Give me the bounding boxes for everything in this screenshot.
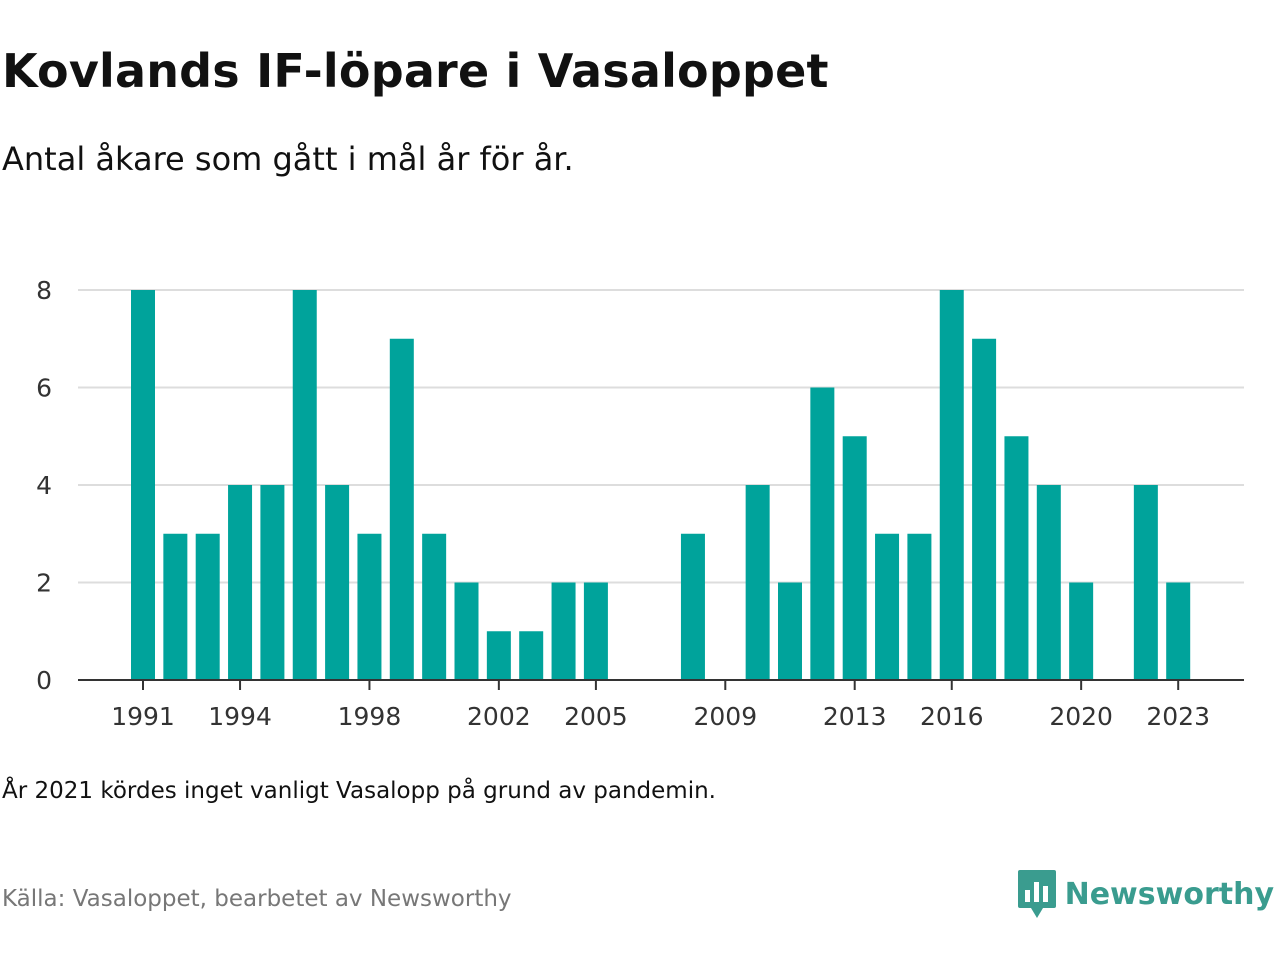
bar — [486, 631, 511, 680]
bar — [583, 582, 608, 680]
x-tick-label: 1994 — [208, 702, 272, 731]
bar — [842, 436, 867, 680]
bar — [422, 533, 447, 680]
footnote: År 2021 kördes inget vanligt Vasalopp på… — [2, 778, 716, 804]
source-text: Källa: Vasaloppet, bearbetet av Newswort… — [2, 886, 512, 912]
bar — [519, 631, 544, 680]
bar — [325, 485, 350, 680]
y-tick-label: 6 — [36, 374, 52, 403]
bar — [810, 387, 835, 680]
bar — [1133, 485, 1158, 680]
bar — [939, 290, 964, 680]
newsworthy-logo-text: Newsworthy — [1064, 876, 1274, 912]
x-tick-label: 2023 — [1146, 702, 1210, 731]
x-tick-label: 2005 — [564, 702, 628, 731]
bar — [1069, 582, 1094, 680]
x-tick-label: 2009 — [693, 702, 757, 731]
bar — [551, 582, 576, 680]
bar — [1166, 582, 1191, 680]
bar — [357, 533, 382, 680]
newsworthy-logo-icon — [1017, 870, 1056, 918]
x-tick-label: 1991 — [111, 702, 175, 731]
chart-title: Kovlands IF-löpare i Vasaloppet — [2, 44, 829, 98]
bar — [131, 290, 155, 680]
bar — [389, 338, 414, 680]
newsworthy-logo: Newsworthy — [1017, 868, 1274, 920]
x-tick-label: 1998 — [338, 702, 402, 731]
x-tick-label: 2020 — [1049, 702, 1113, 731]
bar — [745, 485, 770, 680]
bar-chart: 0 2 4 6 8 1991 1994 1998 2002 2005 2009 2013 2016 202… — [36, 276, 1244, 731]
x-tick-label: 2002 — [467, 702, 531, 731]
chart-subtitle: Antal åkare som gått i mål år för år. — [2, 140, 574, 178]
bar — [972, 338, 997, 680]
bar — [778, 582, 802, 680]
bar — [163, 533, 188, 680]
bar — [195, 533, 220, 680]
y-tick-label: 4 — [36, 471, 52, 500]
bar — [907, 533, 932, 680]
y-tick-label: 0 — [36, 666, 52, 695]
x-tick-label: 2013 — [823, 702, 887, 731]
bar — [1004, 436, 1029, 680]
bar — [260, 485, 285, 680]
bar — [680, 533, 705, 680]
y-tick-label: 8 — [36, 276, 52, 305]
bar — [875, 533, 900, 680]
y-tick-label: 2 — [36, 569, 52, 598]
x-tick-label: 2016 — [920, 702, 984, 731]
bar — [228, 485, 253, 680]
bar — [1036, 485, 1061, 680]
bar — [292, 290, 317, 680]
bar — [454, 582, 479, 680]
